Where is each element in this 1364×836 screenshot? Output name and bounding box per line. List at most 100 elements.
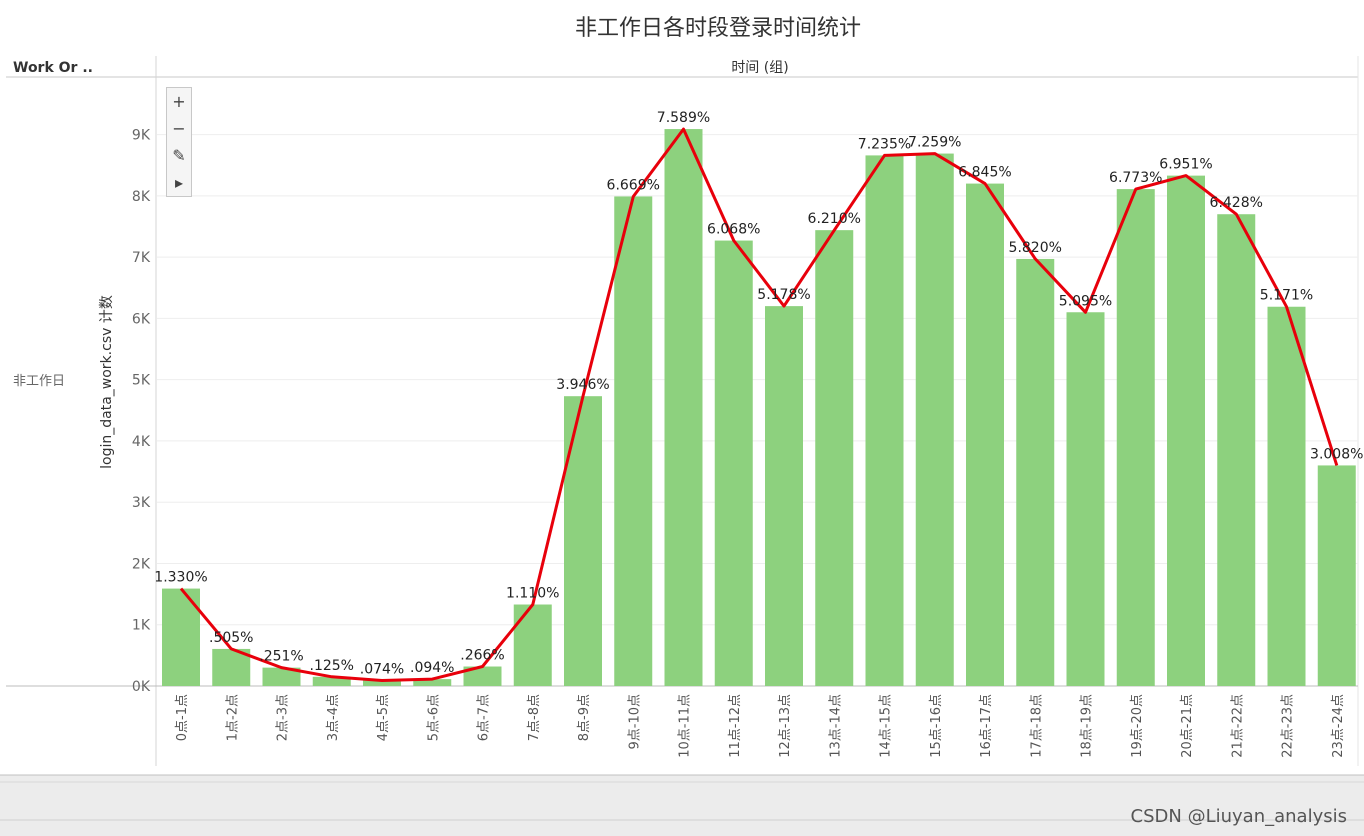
bar[interactable] (915, 153, 954, 686)
bars (162, 129, 1356, 687)
x-tick-label: 7点-8点 (527, 694, 542, 741)
x-tick-labels: 0点-1点 1点-2点 2点-3点 3点-4点 4点-5点 5点-6点 6点-7点 7点-8点… (175, 694, 1346, 758)
data-label: .074% (360, 661, 404, 677)
bar[interactable] (1066, 312, 1105, 686)
x-tick-label: 22点-23点 (1281, 694, 1296, 758)
data-label: 5.178% (757, 287, 810, 303)
pin-icon[interactable]: ✎ (172, 146, 186, 165)
data-label: .125% (310, 658, 354, 674)
bar[interactable] (564, 396, 602, 686)
bar[interactable] (664, 129, 703, 687)
x-tick-label: 23点-24点 (1331, 694, 1346, 758)
y-tick-label: 6K (132, 311, 151, 327)
column-header[interactable]: 时间 (组) (731, 60, 788, 76)
x-tick-label: 6点-7点 (477, 694, 492, 741)
data-label: 5.171% (1260, 288, 1313, 304)
bar[interactable] (1016, 258, 1055, 686)
data-label: .094% (410, 660, 454, 676)
x-tick-label: 13点-14点 (828, 694, 843, 758)
x-tick-label: 18点-19点 (1080, 694, 1095, 758)
data-label: 6.845% (958, 165, 1011, 181)
y-tick-label: 8K (132, 189, 151, 205)
data-label: 1.110% (506, 586, 559, 602)
data-label: 7.589% (657, 110, 710, 126)
bar[interactable] (815, 230, 854, 687)
x-tick-label: 17点-18点 (1029, 694, 1044, 758)
bar[interactable] (1317, 465, 1356, 686)
x-tick-label: 1点-2点 (225, 694, 240, 741)
x-tick-label: 12点-13点 (778, 694, 793, 758)
zoom-in-button[interactable]: + (172, 92, 186, 111)
bar[interactable] (714, 240, 753, 687)
data-label: 6.428% (1210, 195, 1263, 211)
gridlines (157, 134, 1358, 626)
bar[interactable] (614, 196, 653, 686)
bar[interactable] (966, 183, 1004, 686)
data-label: .505% (209, 630, 253, 646)
y-tick-labels: 0K 1K 2K 3K 4K 5K 6K 7K 8K 9K (132, 128, 151, 695)
y-tick-label: 3K (132, 495, 151, 511)
x-tick-label: 16点-17点 (979, 694, 994, 758)
trend-line (179, 127, 1339, 682)
chart-title: 非工作日各时段登录时间统计 (575, 16, 861, 41)
y-tick-label: 5K (132, 373, 151, 389)
x-tick-label: 3点-4点 (326, 694, 341, 741)
data-label: .266% (460, 648, 504, 664)
zoom-toolbar: + − ✎ ▸ (166, 87, 192, 197)
x-tick-label: 0点-1点 (175, 694, 190, 741)
y-tick-label: 0K (132, 679, 151, 695)
bar[interactable] (1167, 175, 1205, 686)
x-tick-label: 5点-6点 (426, 694, 441, 741)
y-tick-label: 7K (132, 250, 151, 266)
data-label: 5.820% (1009, 240, 1062, 256)
data-label: 1.330% (154, 570, 207, 586)
bar[interactable] (463, 666, 502, 686)
x-tick-label: 11点-12点 (728, 694, 743, 758)
row-header[interactable]: Work Or .. (13, 60, 93, 76)
data-label: 6.068% (707, 222, 760, 238)
data-label: 7.235% (858, 136, 911, 152)
data-label: 3.946% (556, 377, 609, 393)
bar[interactable] (262, 667, 301, 686)
data-label: .251% (259, 649, 303, 665)
trend-line-path (179, 127, 1339, 682)
x-tick-label: 19点-20点 (1130, 694, 1145, 758)
data-label: 3.008% (1310, 446, 1363, 462)
bottom-bar (0, 775, 1364, 836)
x-tick-label: 8点-9点 (577, 694, 592, 741)
data-labels: 1.330% .505% .251% .125% .074% .094% .266% 1.11… (154, 110, 1363, 677)
bar[interactable] (413, 679, 452, 686)
play-icon[interactable]: ▸ (174, 173, 184, 192)
y-tick-label: 2K (132, 556, 151, 572)
x-tick-label: 4点-5点 (376, 694, 391, 741)
zoom-out-button[interactable]: − (172, 119, 186, 138)
y-tick-label: 1K (132, 618, 151, 634)
bar[interactable] (765, 306, 803, 686)
data-label: 6.951% (1159, 157, 1212, 173)
y-axis-label: login_data_work.csv 计数 (99, 295, 115, 469)
data-label: 6.669% (607, 177, 660, 193)
x-tick-label: 20点-21点 (1180, 694, 1195, 758)
bar[interactable] (1267, 306, 1306, 686)
data-label: 5.095% (1059, 293, 1112, 309)
y-tick-label: 9K (132, 128, 151, 144)
bar[interactable] (363, 680, 401, 686)
bar[interactable] (513, 604, 552, 686)
x-tick-label: 14点-15点 (879, 694, 894, 758)
bar[interactable] (865, 155, 904, 686)
data-label: 6.773% (1109, 170, 1162, 186)
row-label[interactable]: 非工作日 (13, 374, 65, 389)
x-tick-label: 15点-16点 (929, 694, 944, 758)
data-label: 7.259% (908, 135, 961, 151)
x-tick-label: 10点-11点 (678, 694, 693, 758)
x-tick-label: 9点-10点 (627, 694, 642, 750)
y-tick-label: 4K (132, 434, 151, 450)
data-label: 6.210% (808, 211, 861, 227)
x-tick-label: 21点-22点 (1230, 694, 1245, 758)
bar[interactable] (1217, 214, 1256, 686)
bar[interactable] (1116, 189, 1155, 687)
watermark: CSDN @Liuyan_analysis (1131, 806, 1347, 827)
x-tick-label: 2点-3点 (276, 694, 291, 741)
bar[interactable] (312, 676, 351, 686)
